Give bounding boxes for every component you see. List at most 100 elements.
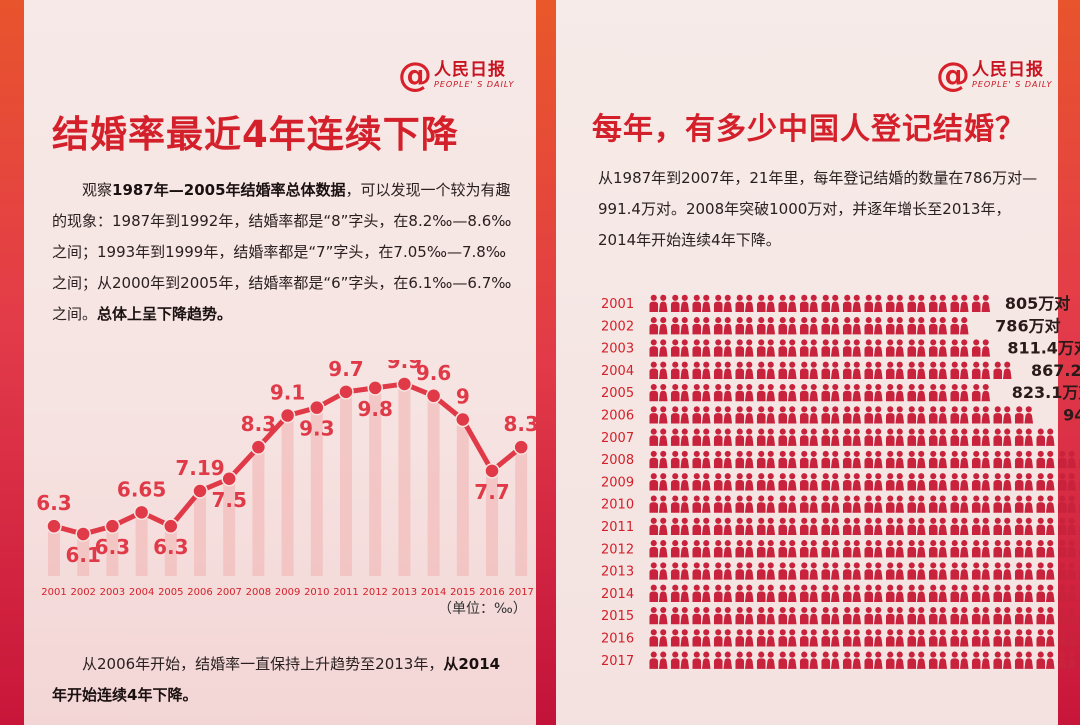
pictograph-row-2001: 2001 805万对 — [601, 294, 1070, 313]
paragraph-segment: 从2006年开始，结婚率一直保持上升趋势至2013年， — [82, 655, 444, 673]
couple-icon — [971, 651, 991, 669]
couple-icon — [821, 361, 840, 379]
couple-icon — [670, 584, 690, 602]
paragraph-segment: 从2014年开始连续4年下降。 — [52, 655, 501, 704]
couple-icon-partial — [1057, 428, 1074, 446]
x-tick-label: 2013 — [392, 587, 417, 598]
couple-icon — [735, 562, 754, 580]
couple-icon — [670, 629, 690, 647]
year-label: 2010 — [601, 498, 634, 513]
x-tick-label: 2009 — [275, 587, 300, 598]
couple-icon — [1057, 517, 1077, 536]
point-2004 — [133, 504, 150, 521]
logo-chinese: 人民日报 — [434, 60, 506, 81]
bar-2013 — [398, 383, 411, 576]
couple-icon — [928, 629, 948, 647]
couple-icon — [907, 383, 926, 402]
x-tick-label: 2011 — [333, 587, 358, 598]
couple-icon — [950, 584, 969, 602]
couple-icon — [842, 294, 862, 313]
bar-2012 — [369, 387, 382, 576]
couple-icon — [1057, 651, 1077, 669]
couple-icon — [778, 317, 797, 335]
couple-icon — [907, 629, 926, 647]
point-2011 — [338, 384, 354, 400]
couple-icon — [713, 562, 733, 580]
x-tick-label: 2016 — [479, 587, 504, 598]
couple-icon — [821, 584, 840, 602]
value-label: 6.1 — [65, 543, 100, 567]
couple-icon — [692, 317, 711, 335]
couple-icon — [928, 361, 948, 379]
couple-icon — [993, 629, 1012, 647]
couple-icon — [885, 540, 905, 558]
couple-icon — [1014, 584, 1034, 602]
x-tick-label: 2010 — [304, 587, 329, 598]
couple-icon — [971, 606, 991, 625]
couple-icon — [778, 584, 797, 602]
couple-icon — [735, 406, 754, 424]
couple-icon — [649, 428, 668, 446]
couple-icon — [864, 584, 883, 602]
value-label: 8.3 — [503, 412, 536, 436]
couple-icon — [971, 540, 991, 558]
couple-icon — [649, 651, 668, 669]
x-tick-label: 2007 — [216, 587, 241, 598]
couple-icon — [799, 428, 819, 446]
couple-icon — [735, 317, 754, 335]
couple-icon — [670, 651, 690, 669]
couple-icon-partial — [1036, 406, 1054, 424]
value-label: 6.65 — [117, 477, 166, 501]
couple-icon — [649, 450, 668, 469]
couple-icon — [778, 450, 797, 469]
couple-icon — [670, 317, 690, 335]
couple-icon — [950, 428, 969, 446]
couple-icon — [1014, 629, 1034, 647]
couple-icon — [821, 517, 840, 536]
couple-icon — [778, 562, 797, 580]
pictograph-row-2006: 2006 945万对 — [601, 406, 1080, 425]
value-label: 823.1万对 — [1012, 383, 1080, 402]
couple-icon — [670, 339, 690, 357]
bar-2003 — [106, 526, 119, 576]
couple-icon — [864, 450, 883, 469]
paragraph-segment: 观察 — [82, 181, 113, 199]
couple-icon — [649, 339, 668, 357]
couple-icon — [692, 495, 711, 513]
couple-icon — [907, 317, 926, 335]
couple-icon — [713, 495, 733, 513]
couple-icon — [971, 383, 991, 402]
couple-icon — [713, 606, 733, 625]
couple-icon — [649, 495, 668, 513]
couple-icon — [950, 339, 969, 357]
bar-2005 — [164, 526, 177, 576]
couple-icon — [778, 651, 797, 669]
x-tick-label: 2001 — [41, 587, 66, 598]
couple-icon — [885, 562, 905, 580]
couple-icon — [692, 294, 711, 313]
x-tick-label: 2003 — [100, 587, 125, 598]
couple-icon — [670, 294, 690, 313]
couple-icon — [713, 361, 733, 379]
couple-icon — [649, 629, 668, 647]
couple-icon — [1057, 473, 1077, 491]
couple-icon — [842, 517, 862, 536]
couple-icon — [756, 584, 776, 602]
couple-icon — [1014, 450, 1034, 469]
bar-2006 — [194, 490, 206, 576]
couple-icon — [735, 495, 754, 513]
page-title: 结婚率最近4年连续下降 — [52, 113, 459, 156]
couple-icon — [885, 317, 905, 335]
couple-icon — [821, 606, 840, 625]
couple-icon — [778, 361, 797, 379]
pictograph-row-2010: 20101241.0万对 — [601, 495, 1080, 513]
couple-icon — [735, 294, 754, 313]
couple-icon — [713, 383, 733, 402]
couple-icon — [1057, 495, 1077, 513]
peoples-daily-logo: @ 人民日报 PEOPLE' S DAILY — [398, 58, 514, 92]
couple-icon — [928, 584, 948, 602]
couple-icon — [1036, 517, 1055, 536]
x-tick-label: 2014 — [421, 587, 446, 598]
year-label: 2003 — [601, 342, 634, 357]
value-label: 9.1 — [270, 381, 305, 405]
